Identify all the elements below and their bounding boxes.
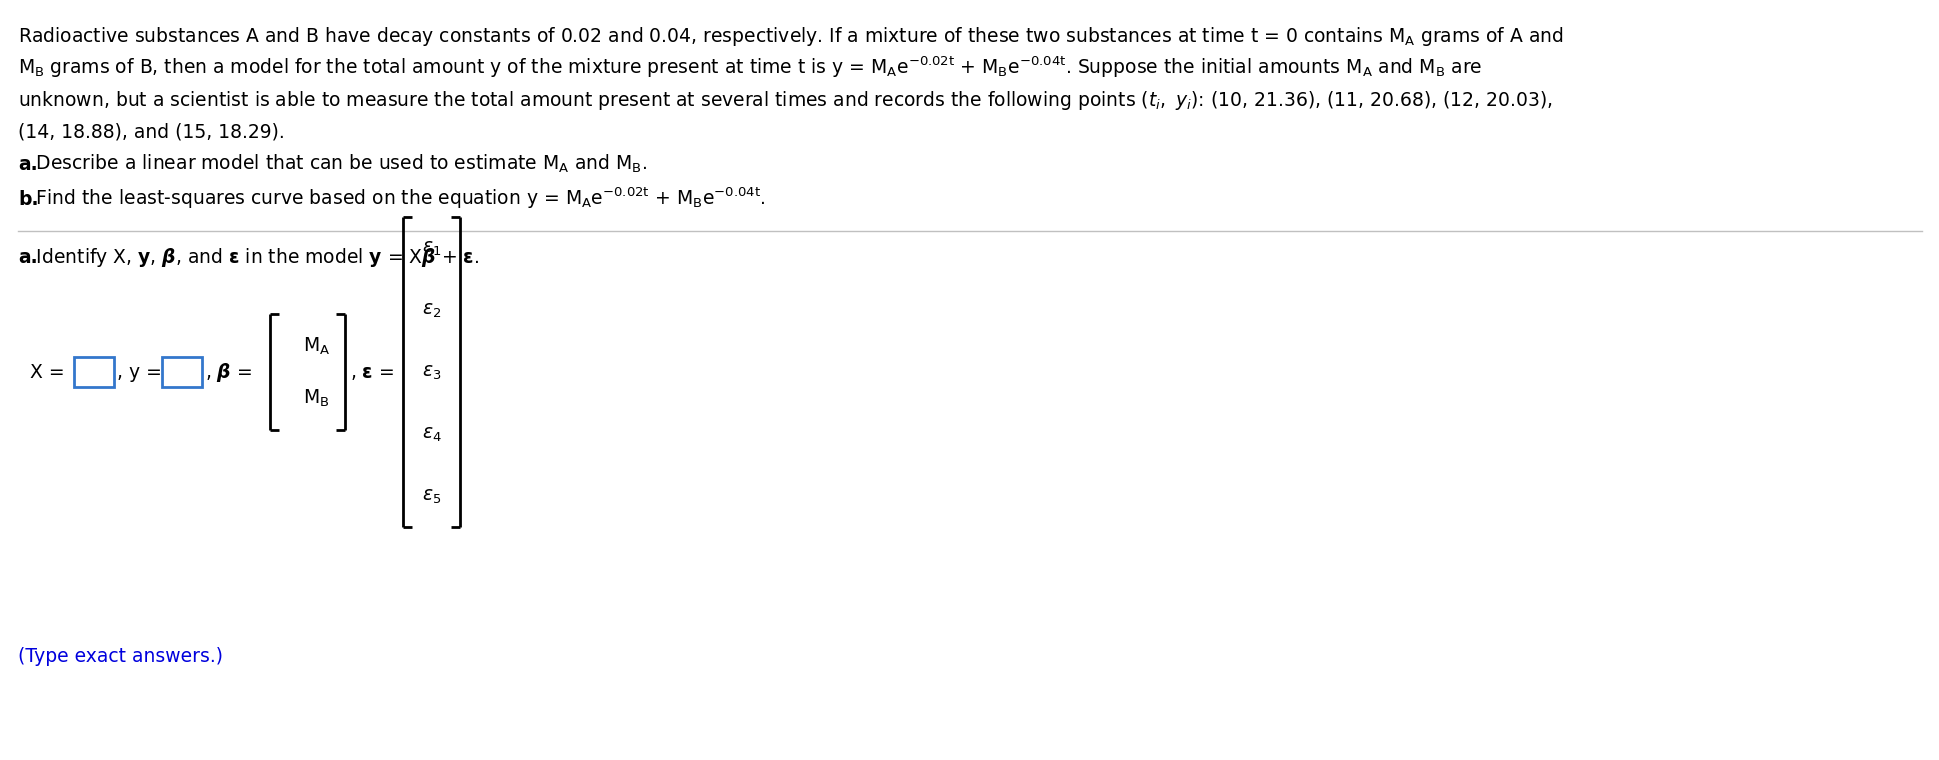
Text: Find the least-squares curve based on the equation y = $\mathregular{M_A}$$\math: Find the least-squares curve based on th… (17, 185, 766, 211)
Text: $\varepsilon_4$: $\varepsilon_4$ (421, 425, 442, 444)
Text: Radioactive substances A and B have decay constants of 0.02 and 0.04, respective: Radioactive substances A and B have deca… (17, 25, 1563, 48)
Text: $\mathregular{M_A}$: $\mathregular{M_A}$ (302, 335, 330, 356)
FancyBboxPatch shape (74, 357, 114, 387)
Text: a.: a. (17, 155, 37, 174)
Text: b.: b. (17, 190, 39, 209)
Text: Describe a linear model that can be used to estimate $\mathregular{M_A}$ and $\m: Describe a linear model that can be used… (17, 153, 648, 176)
Text: , y =: , y = (116, 363, 161, 382)
Text: $\varepsilon_1$: $\varepsilon_1$ (421, 239, 440, 258)
Text: , $\boldsymbol{\beta}$ =: , $\boldsymbol{\beta}$ = (206, 360, 252, 384)
Text: (Type exact answers.): (Type exact answers.) (17, 647, 223, 666)
Text: $\mathregular{M_B}$: $\mathregular{M_B}$ (302, 388, 330, 409)
FancyBboxPatch shape (163, 357, 202, 387)
Text: a.: a. (17, 248, 37, 267)
Text: $\varepsilon_3$: $\varepsilon_3$ (421, 363, 440, 382)
Text: X =: X = (29, 363, 64, 382)
Text: $\varepsilon_5$: $\varepsilon_5$ (421, 486, 440, 505)
Text: $\varepsilon_2$: $\varepsilon_2$ (421, 300, 440, 319)
Text: Identify X, $\mathbf{y}$, $\boldsymbol{\beta}$, and $\boldsymbol{\varepsilon}$ i: Identify X, $\mathbf{y}$, $\boldsymbol{\… (17, 246, 479, 269)
Text: , $\boldsymbol{\varepsilon}$ =: , $\boldsymbol{\varepsilon}$ = (349, 363, 394, 382)
Text: unknown, but a scientist is able to measure the total amount present at several : unknown, but a scientist is able to meas… (17, 89, 1551, 112)
Text: (14, 18.88), and (15, 18.29).: (14, 18.88), and (15, 18.29). (17, 123, 285, 142)
Text: $\mathregular{M_B}$ grams of B, then a model for the total amount y of the mixtu: $\mathregular{M_B}$ grams of B, then a m… (17, 55, 1481, 80)
